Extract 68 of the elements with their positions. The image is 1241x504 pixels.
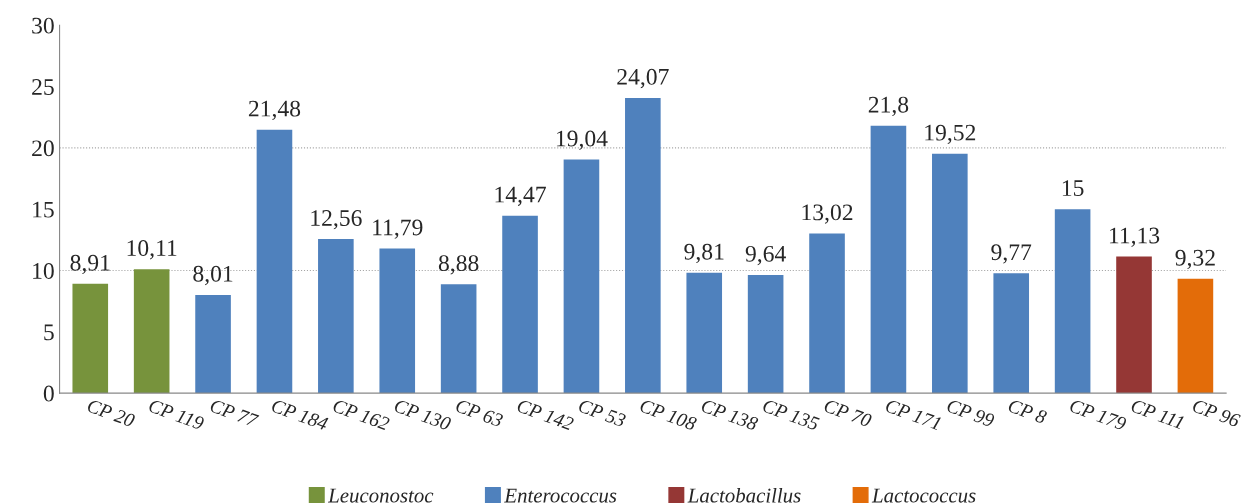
x-tick-label: CP 119	[148, 398, 205, 431]
bar	[195, 294, 231, 394]
y-tick-label: 5	[44, 324, 54, 341]
data-label: 8,01	[193, 265, 233, 286]
x-tick-label: CP 108	[639, 398, 698, 431]
bar	[256, 129, 293, 394]
data-label: 12,56	[311, 210, 362, 230]
x-tick-label: CP 142	[516, 398, 575, 431]
bar	[625, 97, 661, 394]
y-tick-label: 25	[32, 79, 54, 95]
data-label: 14,47	[495, 186, 546, 206]
x-tick-label: CP 96	[1191, 398, 1241, 428]
data-label: 21,8	[868, 96, 909, 117]
x-tick-label: CP 8	[1007, 398, 1048, 425]
bar	[870, 125, 907, 394]
x-tick-label: CP 138	[700, 398, 759, 431]
x-tick-label: CP 162	[332, 398, 391, 431]
bar	[1116, 256, 1152, 394]
x-tick-label: CP 171	[884, 398, 942, 431]
bar	[318, 239, 354, 394]
data-label: 19,52	[925, 124, 976, 144]
y-tick-label: 20	[32, 140, 54, 157]
x-tick-label: CP 111	[1130, 398, 1185, 430]
bar	[686, 272, 723, 394]
data-label: 9,32	[1175, 249, 1215, 270]
x-tick-label: CP 77	[209, 398, 260, 428]
data-label: 24,07	[617, 68, 669, 89]
bar	[1054, 209, 1091, 394]
x-tick-label: CP 130	[393, 398, 452, 431]
y-tick-label: 30	[32, 17, 54, 34]
data-label: 9,64	[745, 245, 786, 266]
x-tick-label: CP 99	[946, 398, 996, 428]
y-tick-label: 10	[33, 262, 54, 279]
data-label: 8,88	[438, 255, 479, 275]
bar	[440, 284, 477, 394]
x-tick-label: CP 179	[1068, 398, 1128, 431]
data-label: 13,02	[802, 204, 853, 224]
data-label: 10,11	[127, 240, 177, 260]
x-tick-label: CP 20	[86, 398, 136, 428]
data-label: 15	[1062, 180, 1084, 197]
bar	[747, 274, 784, 394]
y-tick-label: 0	[43, 385, 54, 402]
bar	[379, 248, 416, 394]
y-tick-label: 15	[33, 201, 54, 218]
bar	[133, 269, 170, 394]
bar	[72, 283, 109, 394]
data-label: 19,04	[556, 130, 608, 150]
legend-label: Lactobacillus	[687, 487, 801, 503]
data-label: 21,48	[248, 100, 301, 120]
data-label: 9,77	[991, 244, 1032, 264]
bar	[809, 233, 845, 394]
bar	[502, 215, 538, 394]
legend-label: Leuconostoc	[327, 488, 434, 503]
x-tick-label: CP 184	[270, 398, 329, 431]
legend-label: Lactococcus	[871, 488, 976, 503]
bar	[932, 153, 968, 394]
bar	[563, 159, 600, 394]
data-label: 11,79	[373, 219, 423, 239]
data-label: 9,81	[684, 243, 724, 264]
data-label: 11,13	[1109, 227, 1160, 247]
bar	[1177, 278, 1214, 394]
x-tick-label: CP 53	[577, 398, 627, 428]
bar	[993, 273, 1030, 394]
data-label: 8,91	[70, 254, 110, 275]
x-tick-label: CP 63	[454, 398, 504, 428]
x-tick-label: CP 135	[761, 398, 820, 431]
legend-label: Enterococcus	[504, 488, 617, 503]
x-tick-label: CP 70	[823, 398, 873, 428]
